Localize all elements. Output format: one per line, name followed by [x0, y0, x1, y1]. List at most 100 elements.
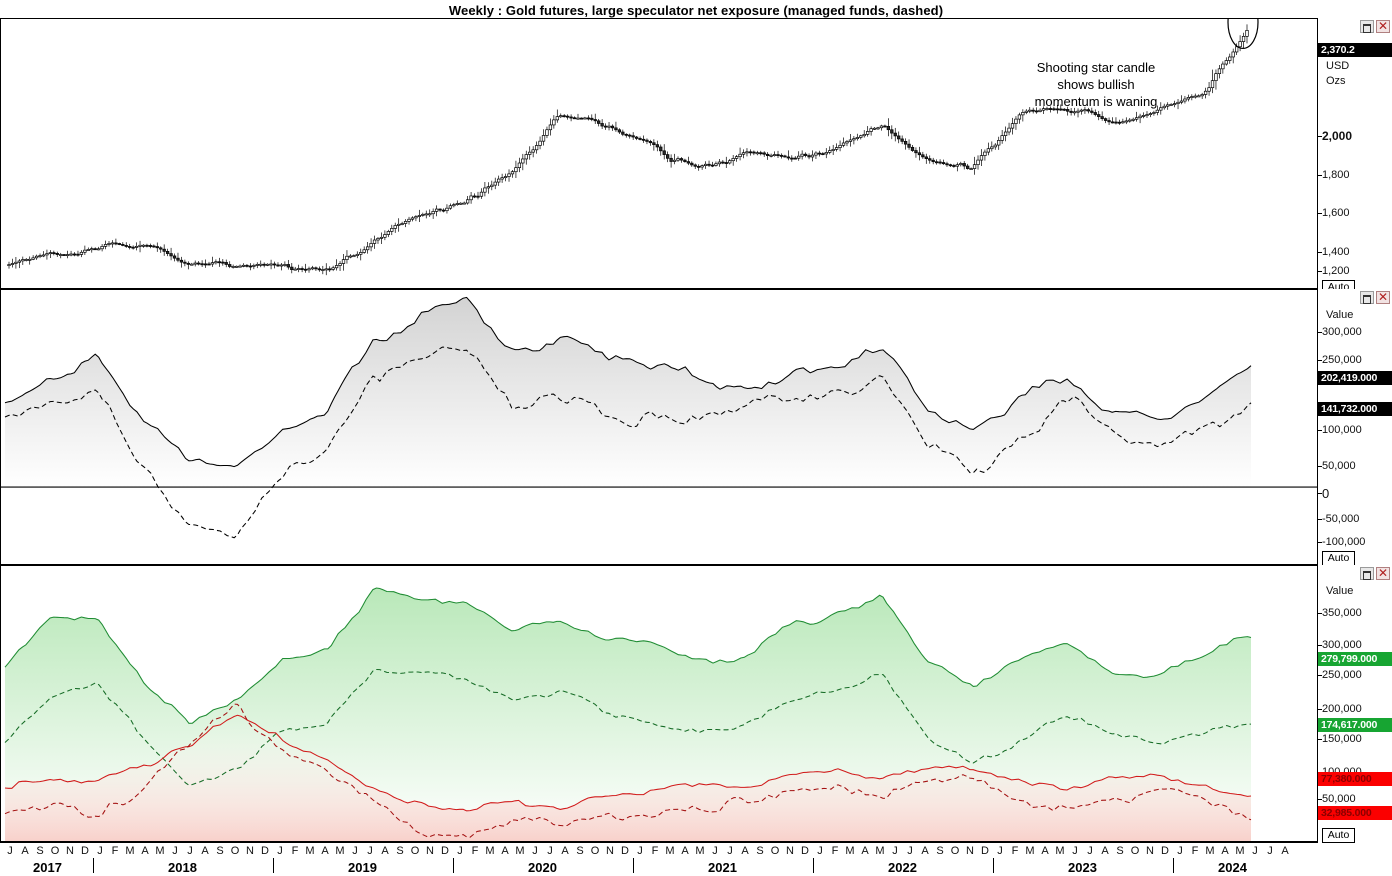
netpos-plot[interactable]	[1, 290, 1317, 564]
x-axis-month-label: A	[1101, 845, 1109, 857]
x-axis-month-label: D	[81, 845, 89, 857]
x-axis-month-label: M	[305, 845, 315, 857]
x-axis-month-label: A	[1221, 845, 1229, 857]
netpos-badge-large-spec: 202,419.000	[1318, 371, 1392, 385]
x-axis-month-label: M	[125, 845, 135, 857]
x-axis-year-label: 2023	[1068, 860, 1097, 875]
x-axis-month-label: F	[1011, 845, 1019, 857]
x-axis-year-separator	[812, 858, 814, 873]
price-tick-1200: 1,200	[1318, 265, 1350, 277]
x-axis-month-label: O	[50, 845, 60, 857]
price-last-value-badge: 2,370.2	[1318, 43, 1392, 57]
close-icon[interactable]: ✕	[1376, 566, 1390, 580]
x-axis-month-label: D	[981, 845, 989, 857]
longshort-plot[interactable]	[1, 566, 1317, 841]
x-axis-month-label: S	[756, 845, 764, 857]
x-axis-month-label: J	[1072, 845, 1078, 857]
x-axis-month-label: S	[1116, 845, 1124, 857]
x-axis-month-label: N	[966, 845, 974, 857]
page-title: Weekly : Gold futures, large speculator …	[448, 3, 944, 18]
x-axis-month-label: F	[111, 845, 119, 857]
netpos-area-svg	[1, 296, 1317, 539]
close-icon[interactable]: ✕	[1376, 19, 1390, 33]
x-axis-month-label: M	[155, 845, 165, 857]
price-axis[interactable]: ✕ 2,370.2 USD Ozs 2,000 1,800 1,600 1,40…	[1317, 18, 1392, 295]
x-axis-year-label: 2021	[708, 860, 737, 875]
netpos-tick-neg100000: -100,000	[1317, 536, 1366, 548]
x-axis-month-label: A	[1041, 845, 1049, 857]
minimize-icon[interactable]	[1360, 567, 1374, 580]
price-annotation: Shooting star candle shows bullish momen…	[1034, 60, 1158, 109]
x-axis-month-label: M	[875, 845, 885, 857]
netpos-panel-window-controls[interactable]: ✕	[1360, 291, 1390, 304]
x-axis-year-label: 2024	[1218, 860, 1247, 875]
x-axis-month-label: J	[547, 845, 553, 857]
longshort-panel[interactable]: FastBull	[0, 565, 1318, 842]
x-axis-month-label: M	[515, 845, 525, 857]
netpos-tick-300000: 300,000	[1318, 326, 1362, 338]
price-axis-unit-ozs: Ozs	[1326, 75, 1346, 87]
x-axis-month-label: M	[845, 845, 855, 857]
x-axis-month-label: M	[1025, 845, 1035, 857]
x-axis-month-label: A	[321, 845, 329, 857]
longshort-axis[interactable]: ✕ Value 350,000 300,000 279,799.000 250,…	[1318, 565, 1392, 843]
x-axis-month-label: S	[396, 845, 404, 857]
longshort-tick-350000: 350,000	[1318, 607, 1362, 619]
x-axis-month-label: J	[712, 845, 718, 857]
minimize-icon[interactable]	[1360, 291, 1374, 304]
x-axis-month-label: J	[892, 845, 898, 857]
x-axis-month-label: J	[727, 845, 733, 857]
x-axis-month-label: J	[1267, 845, 1273, 857]
x-axis-month-label: O	[770, 845, 780, 857]
longshort-tick-50000: 50,000	[1318, 793, 1356, 805]
x-axis-month-label: J	[907, 845, 913, 857]
x-axis-month-label: M	[695, 845, 705, 857]
price-panel[interactable]: Shooting star candle shows bullish momen…	[0, 18, 1318, 289]
longshort-panel-window-controls[interactable]: ✕	[1360, 567, 1390, 580]
netpos-badge-managed-funds: 141,732.000	[1318, 402, 1392, 416]
netpos-axis[interactable]: ✕ Value 300,000 250,000 202,419.000 141,…	[1317, 289, 1392, 566]
price-panel-window-controls[interactable]: ✕	[1360, 20, 1390, 33]
x-axis-month-label: M	[1205, 845, 1215, 857]
x-axis-month-label: J	[817, 845, 823, 857]
x-axis-month-label: O	[410, 845, 420, 857]
x-axis-month-label: M	[1235, 845, 1245, 857]
x-axis-month-label: J	[97, 845, 103, 857]
x-axis-month-label: N	[426, 845, 434, 857]
x-axis-month-label: A	[21, 845, 29, 857]
longshort-badge-long-funds: 174,617.000	[1318, 718, 1392, 732]
longshort-badge-short-funds: 32,985.000	[1318, 806, 1392, 820]
x-axis-month-label: A	[141, 845, 149, 857]
price-axis-unit-usd: USD	[1326, 60, 1350, 72]
netpos-tick-100000: 100,000	[1318, 424, 1362, 436]
longshort-auto-button[interactable]: Auto	[1322, 828, 1355, 843]
x-axis-month-label: J	[1252, 845, 1258, 857]
x-axis-month-label: J	[367, 845, 373, 857]
longshort-tick-150000: 150,000	[1318, 733, 1362, 745]
netpos-panel[interactable]: Large speculators and managed funds rema…	[0, 289, 1318, 670]
x-axis-month-label: D	[801, 845, 809, 857]
x-axis-year-label: 2020	[528, 860, 557, 875]
x-axis-month-label: S	[936, 845, 944, 857]
netpos-tick-neg50000: -50,000	[1317, 513, 1360, 525]
price-tick-2000: 2,000	[1317, 129, 1353, 143]
x-axis-month-label: N	[606, 845, 614, 857]
price-candles-svg	[7, 19, 1259, 276]
x-axis-month-label: J	[1177, 845, 1183, 857]
x-axis-month-label: O	[230, 845, 240, 857]
close-icon[interactable]: ✕	[1376, 290, 1390, 304]
netpos-tick-zero: 0	[1317, 486, 1330, 501]
x-axis-month-label: J	[997, 845, 1003, 857]
netpos-auto-button[interactable]: Auto	[1322, 551, 1355, 566]
x-axis-month-label: A	[381, 845, 389, 857]
minimize-icon[interactable]	[1360, 20, 1374, 33]
x-axis-month-label: M	[335, 845, 345, 857]
longshort-tick-300000: 300,000	[1318, 639, 1362, 651]
x-axis-month-label: A	[201, 845, 209, 857]
x-axis-month-label: F	[651, 845, 659, 857]
x-axis-month-label: D	[261, 845, 269, 857]
price-plot[interactable]	[1, 19, 1317, 288]
longshort-badge-short-spec: 77,380.000	[1318, 772, 1392, 786]
x-axis-month-label: J	[7, 845, 13, 857]
